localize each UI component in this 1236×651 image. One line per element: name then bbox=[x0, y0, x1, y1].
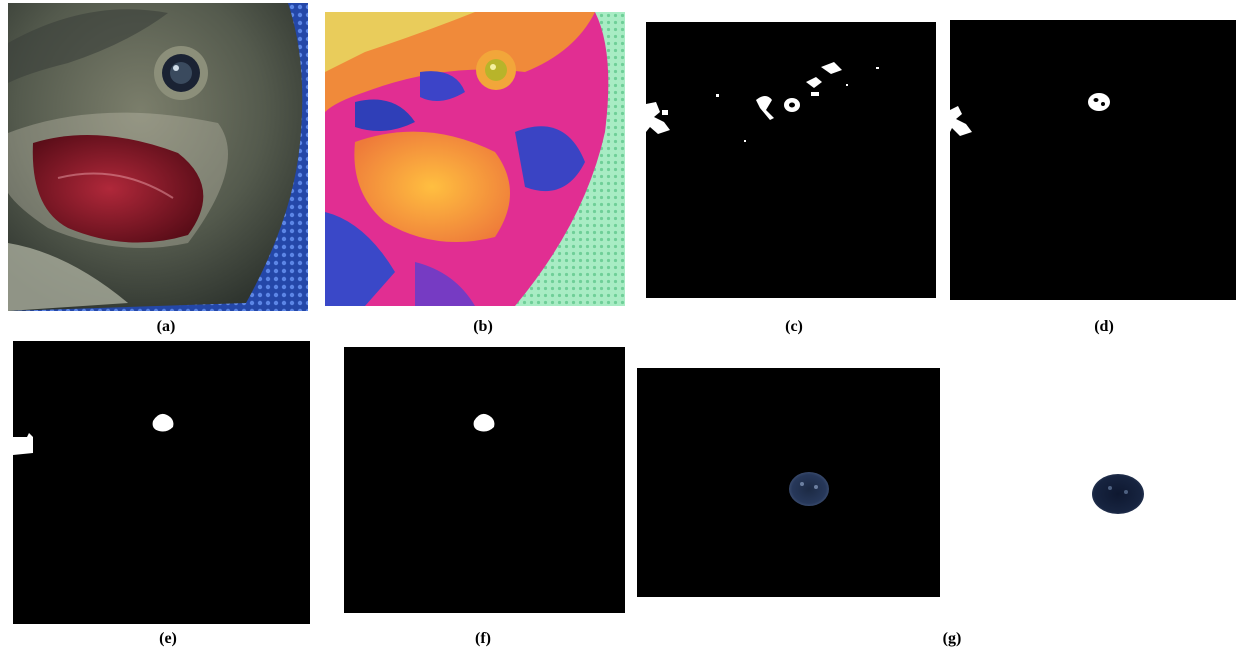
gill bbox=[32, 135, 204, 243]
label-a: (a) bbox=[156, 318, 176, 335]
panel-b-pseudocolor bbox=[325, 12, 625, 306]
pseudo-gill bbox=[354, 131, 510, 242]
mask-d-svg bbox=[950, 93, 1110, 136]
pseudocolor-svg bbox=[325, 12, 625, 306]
panel-g-eye-white bbox=[1030, 420, 1230, 580]
panel-g-eye-black bbox=[637, 368, 940, 597]
segmented-eye-white bbox=[1092, 474, 1144, 514]
label-c: (c) bbox=[785, 318, 803, 335]
panel-d-mask bbox=[950, 20, 1236, 300]
eye-white-svg bbox=[1092, 474, 1144, 514]
label-b: (b) bbox=[473, 318, 493, 335]
panel-c-mask bbox=[646, 22, 936, 298]
segmented-eye bbox=[789, 472, 829, 506]
label-e: (e) bbox=[159, 630, 177, 647]
mask-c-svg bbox=[646, 62, 879, 142]
fish-photo-svg bbox=[8, 3, 308, 311]
label-g: (g) bbox=[942, 630, 962, 647]
panel-a-photo bbox=[8, 3, 308, 311]
label-f: (f) bbox=[475, 630, 491, 647]
panel-f-mask bbox=[344, 347, 625, 613]
mask-e-svg bbox=[13, 413, 174, 455]
label-d: (d) bbox=[1094, 318, 1114, 335]
eye-black-svg bbox=[789, 472, 829, 506]
mask-f-svg bbox=[473, 413, 495, 432]
panel-e-mask bbox=[13, 341, 310, 624]
